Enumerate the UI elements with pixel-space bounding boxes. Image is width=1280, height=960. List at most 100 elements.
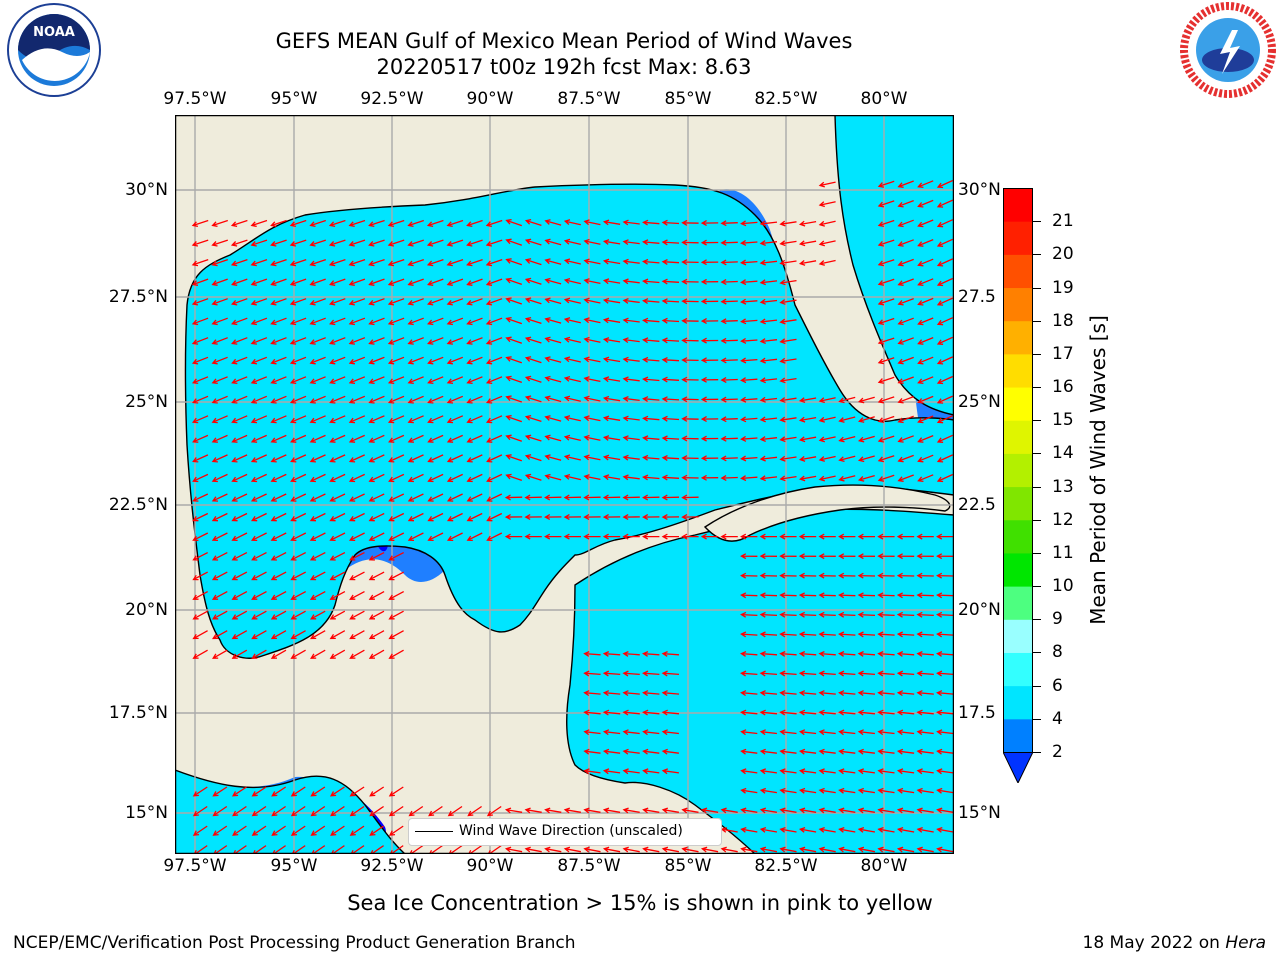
wind-direction-arrow <box>427 376 444 385</box>
wind-direction-arrow <box>818 201 836 208</box>
wind-direction-arrow <box>563 336 581 344</box>
wind-direction-arrow <box>524 514 542 520</box>
wind-direction-arrow <box>642 278 660 285</box>
wind-direction-arrow <box>310 649 326 659</box>
wind-direction-arrow <box>877 317 895 326</box>
wind-direction-arrow <box>270 493 287 502</box>
wind-direction-arrow <box>583 336 601 343</box>
wind-direction-arrow <box>740 259 758 266</box>
wind-direction-arrow <box>896 690 915 697</box>
wind-direction-arrow <box>231 512 248 522</box>
wind-direction-arrow <box>681 846 699 853</box>
wind-direction-arrow <box>192 512 209 522</box>
wind-direction-arrow <box>348 219 366 228</box>
wind-direction-arrow <box>250 473 267 483</box>
wind-direction-arrow <box>505 316 523 325</box>
wind-direction-arrow <box>505 454 523 462</box>
wind-direction-arrow <box>583 651 601 657</box>
wind-direction-arrow <box>289 395 307 404</box>
wind-direction-arrow <box>681 357 699 364</box>
wind-direction-arrow <box>191 395 209 404</box>
wind-direction-arrow <box>289 298 307 306</box>
wind-direction-arrow <box>877 180 895 188</box>
wind-direction-arrow <box>388 512 405 522</box>
wind-direction-arrow <box>583 238 601 245</box>
wind-direction-arrow <box>388 805 404 817</box>
wind-direction-arrow <box>916 592 934 599</box>
wind-direction-arrow <box>838 748 856 755</box>
wind-direction-arrow <box>877 553 895 560</box>
wind-direction-arrow <box>798 787 817 794</box>
wind-direction-arrow <box>250 258 268 267</box>
wind-direction-arrow <box>427 532 444 542</box>
wind-direction-arrow <box>368 473 385 483</box>
colorbar-tick-mark <box>1033 387 1041 389</box>
wind-direction-arrow <box>779 787 797 794</box>
wind-direction-arrow <box>681 474 699 481</box>
lat-tick-label-left: 25°N <box>125 392 168 412</box>
wind-direction-arrow <box>602 219 621 226</box>
wind-direction-arrow <box>759 318 778 325</box>
wind-direction-arrow <box>368 552 385 561</box>
colorbar-segment <box>1003 453 1033 488</box>
wind-direction-arrow <box>466 298 483 306</box>
wind-direction-arrow <box>759 787 777 794</box>
wind-direction-arrow <box>485 317 503 326</box>
wind-direction-arrow <box>368 337 385 345</box>
wind-direction-arrow <box>779 709 797 716</box>
wind-direction-arrow <box>544 258 562 265</box>
wind-direction-arrow <box>642 415 660 422</box>
wind-direction-arrow <box>759 748 777 755</box>
wind-direction-arrow <box>563 277 581 285</box>
sea-ice-caption: Sea Ice Concentration > 15% is shown in … <box>347 891 933 915</box>
lon-tick-label-top: 95°W <box>270 89 318 109</box>
wind-direction-arrow <box>779 670 797 677</box>
wind-direction-arrow <box>798 729 817 736</box>
wind-direction-arrow <box>838 435 856 443</box>
wind-direction-arrow <box>466 278 483 286</box>
wind-direction-arrow <box>349 591 365 600</box>
wind-direction-arrow <box>936 199 953 208</box>
wind-direction-arrow <box>407 219 425 228</box>
wind-direction-arrow <box>877 239 895 247</box>
wind-direction-arrow <box>818 651 836 657</box>
wind-direction-arrow <box>700 298 719 305</box>
wind-direction-arrow <box>466 219 483 228</box>
wind-direction-arrow <box>427 493 444 502</box>
wind-direction-arrow <box>387 278 405 286</box>
wind-direction-arrow <box>446 298 464 306</box>
wind-direction-arrow <box>466 239 483 247</box>
footer-date-text: 18 May 2022 on <box>1082 933 1226 953</box>
wind-direction-arrow <box>642 670 660 677</box>
wind-direction-arrow <box>563 375 581 383</box>
wind-direction-arrow <box>917 474 934 483</box>
wind-direction-arrow <box>838 846 856 853</box>
wind-direction-arrow <box>936 317 953 326</box>
wind-direction-arrow <box>681 259 699 266</box>
wind-direction-arrow <box>309 219 327 228</box>
wind-direction-arrow <box>759 631 778 638</box>
wind-direction-arrow <box>798 748 817 755</box>
wind-direction-arrow <box>896 709 915 716</box>
wind-direction-arrow <box>250 219 268 228</box>
wind-direction-arrow <box>602 807 621 814</box>
wind-direction-arrow <box>602 514 621 520</box>
colorbar-tick-mark <box>1033 320 1041 322</box>
wind-direction-arrow <box>505 218 523 227</box>
wind-direction-arrow <box>661 690 680 697</box>
wind-direction-arrow <box>329 591 346 600</box>
wind-direction-arrow <box>700 259 719 266</box>
wind-direction-arrow <box>681 435 699 442</box>
wind-direction-arrow <box>798 572 817 579</box>
wind-direction-arrow <box>661 474 680 481</box>
wind-direction-arrow <box>838 651 856 657</box>
wind-direction-arrow <box>211 337 228 345</box>
wind-direction-arrow <box>681 514 699 520</box>
wind-direction-arrow <box>857 455 875 463</box>
wind-direction-arrow <box>309 337 326 345</box>
wind-direction-arrow <box>505 297 523 305</box>
wind-direction-arrow <box>661 729 679 736</box>
lat-tick-label-right: 15°N <box>958 803 1001 823</box>
wind-direction-arrow <box>661 239 680 246</box>
wind-direction-arrow <box>446 512 463 522</box>
